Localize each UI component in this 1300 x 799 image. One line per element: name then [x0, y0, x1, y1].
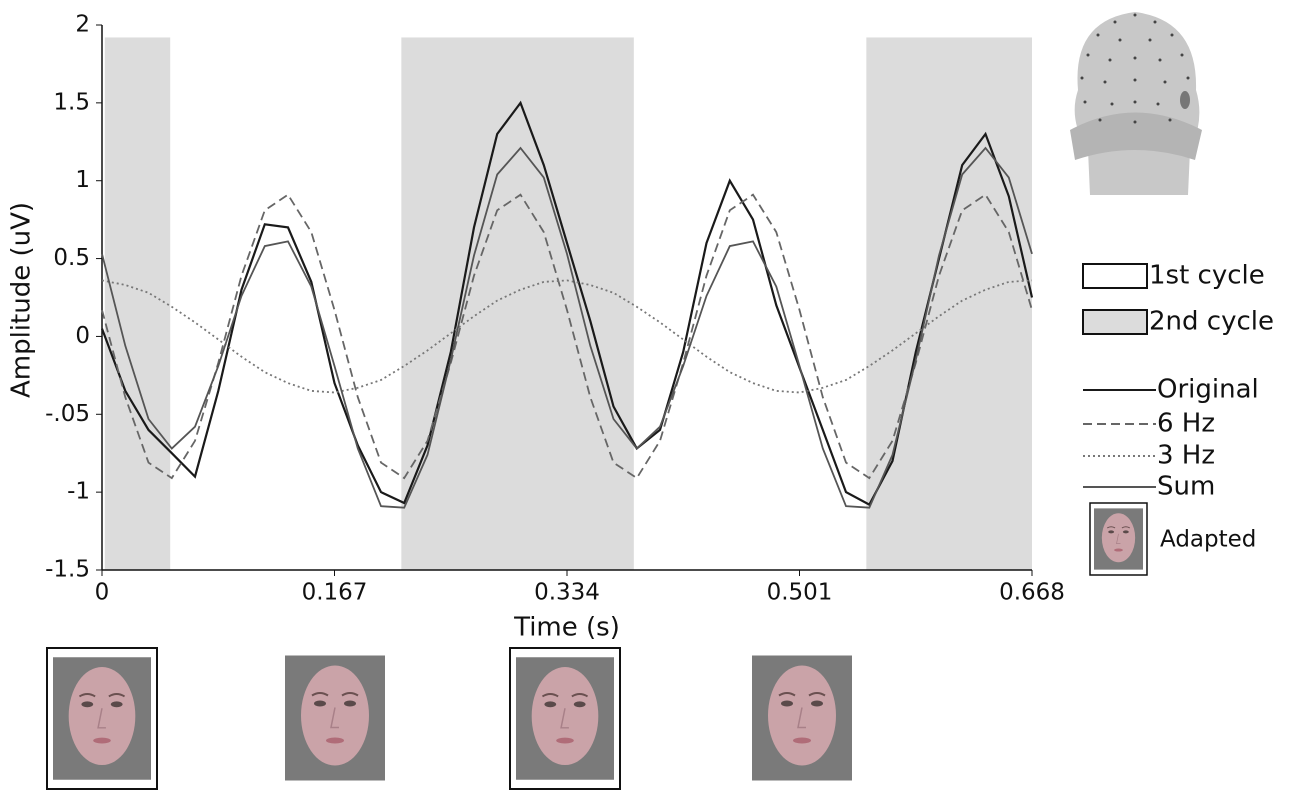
y-tick-label: 2	[75, 12, 90, 38]
legend-swatch	[1082, 263, 1148, 289]
x-tick-label: 0.668	[999, 580, 1065, 606]
y-tick-label: 0	[75, 323, 90, 349]
legend-swatch	[1082, 309, 1148, 335]
x-tick-label: 0	[95, 580, 110, 606]
y-tick-label: -1	[67, 479, 90, 505]
series-line	[101, 146, 1033, 509]
legend-label: 6 Hz	[1157, 409, 1215, 439]
y-tick-label: 1.5	[53, 89, 90, 115]
cycle-band	[104, 37, 171, 570]
y-tick-label: -.05	[45, 401, 90, 427]
cycle-band	[866, 37, 1032, 570]
plot-area: -1.5 -1 -.05 0 0.5 1 1.5 2 0 0.167 0.334 0.501 0.668	[45, 12, 1065, 606]
x-tick-label: 0.167	[302, 580, 368, 606]
y-axis-title: Amplitude (uV)	[7, 202, 37, 398]
stimulus-faces	[46, 502, 1148, 790]
series-line	[101, 193, 1033, 480]
series-line	[101, 279, 1033, 394]
x-tick-label: 0.334	[534, 580, 600, 606]
x-axis-title: Time (s)	[513, 613, 620, 643]
y-tick-label: 1	[75, 167, 90, 193]
legend-label: Original	[1157, 375, 1259, 405]
y-tick-label: 0.5	[53, 245, 90, 271]
x-tick-label: 0.501	[767, 580, 833, 606]
legend-label: 2nd cycle	[1149, 307, 1274, 337]
legend-label: 3 Hz	[1157, 441, 1215, 471]
legend-label: 1st cycle	[1149, 261, 1265, 291]
cycle-band	[401, 37, 634, 570]
y-tick-label: -1.5	[45, 557, 90, 583]
legend-label: Sum	[1157, 472, 1215, 502]
adapted-label: Adapted	[1160, 527, 1256, 553]
head-diagram	[1070, 12, 1202, 195]
